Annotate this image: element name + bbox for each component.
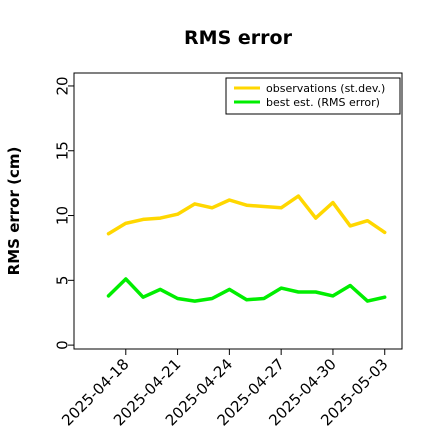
series-0-point [365,219,369,223]
series-1-point [176,296,180,300]
chart-title: RMS error [184,27,293,49]
series-0-point [279,206,283,210]
series-0-point [158,216,162,220]
series-1-point [158,287,162,291]
legend-label-observations: observations (st.dev.) [266,82,385,95]
y-axis: 0 5 10 15 20 [53,76,74,350]
series-1-point [279,286,283,290]
series-1-point [227,287,231,291]
series-1-point [331,294,335,298]
series-1-point [107,294,111,298]
series-line-1 [106,277,387,303]
series-0-point [262,204,266,208]
plot-area [73,72,403,350]
series-0-point [193,202,197,206]
legend-label-best-estimate: best est. (RMS error) [266,96,380,109]
y-tick-label: 20 [53,76,71,95]
series-1-point [296,290,300,294]
series-1-point [124,277,128,281]
series-0-point [124,221,128,225]
y-axis-label: RMS error (cm) [5,147,23,276]
x-axis: 2025-04-182025-04-212025-04-242025-04-27… [58,349,392,429]
y-tick-label: 0 [53,340,71,350]
y-tick-label: 10 [53,206,71,225]
series-1-point [314,290,318,294]
series-0-point [348,224,352,228]
legend: observations (st.dev.) best est. (RMS er… [225,77,401,115]
series-1-point [365,299,369,303]
y-tick-label: 5 [53,276,71,286]
series-0-point [141,217,145,221]
series-1-point [348,284,352,288]
series-1-point [141,295,145,299]
series-line-0 [106,194,387,236]
legend-box [225,77,401,115]
series-0-point [227,198,231,202]
series-layer [106,194,387,303]
series-0-point [383,230,387,234]
series-0-point [245,203,249,207]
series-1-point [262,296,266,300]
series-1-point [245,298,249,302]
series-0-point [107,232,111,236]
series-0-point [210,206,214,210]
series-0-point [176,212,180,216]
series-1-point [193,299,197,303]
series-0-point [296,194,300,198]
series-0-point [331,201,335,205]
y-tick-label: 15 [53,141,71,160]
series-1-point [383,295,387,299]
series-0-point [314,216,318,220]
series-1-point [210,296,214,300]
